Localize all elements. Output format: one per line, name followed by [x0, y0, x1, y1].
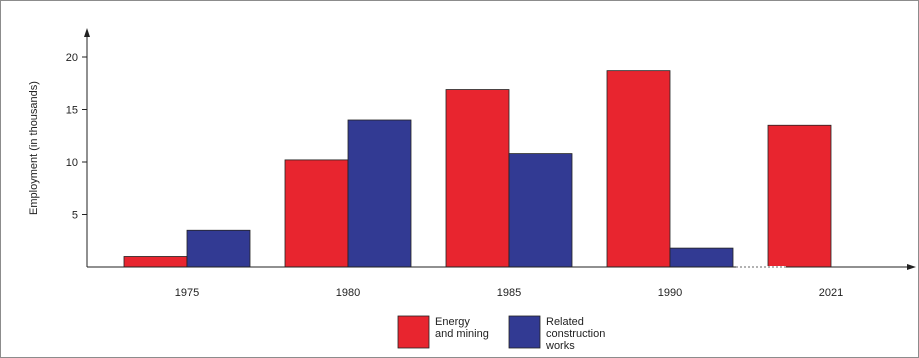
bar-construction-1985: [508, 153, 573, 268]
bar-energy-1985: [445, 89, 510, 268]
x-tick-label: 1985: [497, 287, 521, 299]
y-ticks: 5 10 15 20: [66, 52, 87, 222]
bar-energy-1990: [606, 70, 671, 268]
bar-energy-1980: [284, 159, 349, 268]
y-tick-label: 5: [72, 210, 78, 222]
y-tick-label: 15: [66, 105, 78, 117]
y-axis-arrow: [84, 28, 90, 37]
x-axis-arrow: [907, 264, 916, 270]
axes-layer: [84, 28, 916, 270]
legend: Energy and mining Related construction works: [397, 315, 605, 352]
legend-swatch-construction: [508, 315, 541, 349]
x-tick-label: 1980: [336, 287, 360, 299]
x-tick-label: 1990: [658, 287, 682, 299]
x-tick-label: 2021: [819, 287, 843, 299]
y-tick-label: 10: [66, 157, 78, 169]
bar-construction-1990: [669, 247, 734, 268]
bar-energy-2021: [767, 124, 832, 268]
bar-energy-1975: [123, 256, 188, 268]
y-axis-label: Employment (in thousands): [28, 81, 40, 215]
bar-construction-1980: [347, 119, 412, 268]
bar-construction-1975: [186, 229, 251, 268]
y-tick-label: 20: [66, 52, 78, 64]
legend-swatch-energy: [397, 315, 430, 349]
x-tick-label: 1975: [175, 287, 199, 299]
legend-label-energy: Energy and mining: [435, 316, 489, 340]
x-ticks: 1975 1980 1985 1990 2021: [175, 287, 843, 299]
legend-label-construction: Related construction works: [545, 316, 605, 352]
bars-layer: [123, 70, 832, 268]
